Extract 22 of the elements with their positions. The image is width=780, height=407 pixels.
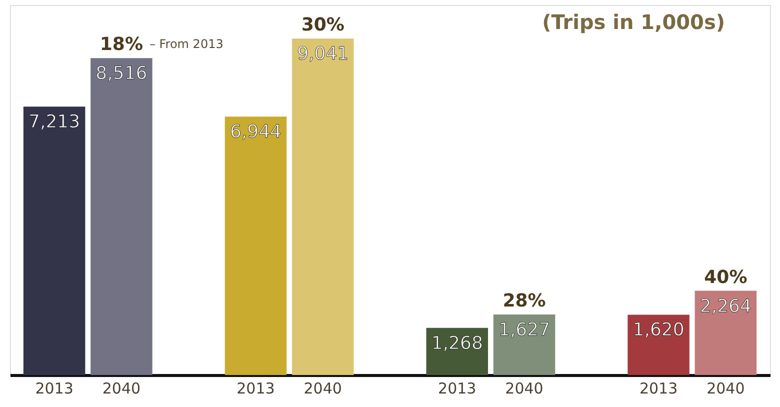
data-label: 6,944: [230, 122, 282, 143]
annotation: 18%: [100, 34, 143, 56]
annotation: 40%: [704, 266, 748, 288]
data-label: 1,627: [498, 319, 550, 340]
data-label: 2,264: [700, 296, 752, 317]
x-tick-label: 2040: [505, 380, 544, 398]
x-tick-label: 2013: [35, 380, 74, 398]
text: 30%: [301, 14, 344, 36]
x-tick-label: 2040: [102, 380, 141, 398]
data-label: 7,213: [28, 112, 80, 133]
data-label: 8,516: [96, 63, 148, 84]
x-tick-label: 2013: [236, 380, 275, 398]
annotation: – From 2013: [149, 37, 224, 52]
data-label: 1,268: [431, 332, 483, 354]
x-tick-label: 2013: [639, 380, 678, 398]
data-label: 9,041: [297, 44, 349, 65]
x-tick-label: 2040: [304, 380, 342, 398]
x-tick-label: 2040: [706, 380, 745, 398]
x-tick-label: 2013: [438, 380, 476, 398]
data-label: 1,620: [632, 320, 684, 341]
text: (Trips in 1,000s): [542, 10, 725, 34]
annotation: 28%: [502, 290, 546, 312]
